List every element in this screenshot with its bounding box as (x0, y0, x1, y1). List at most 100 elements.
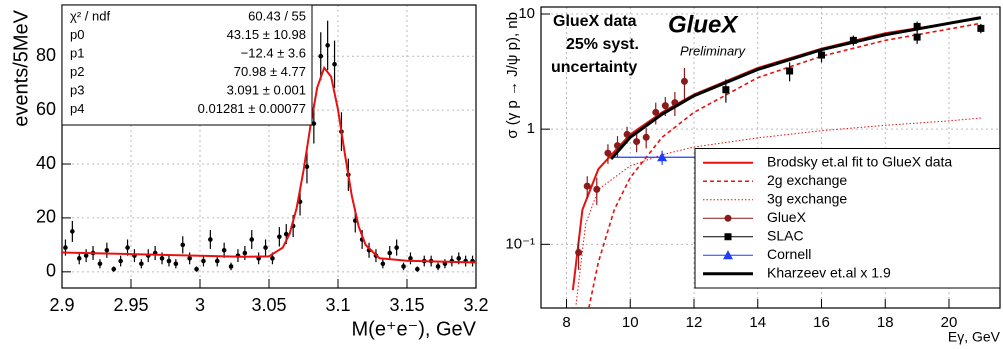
legend-swatch (724, 214, 732, 222)
marker (166, 258, 172, 264)
marker (575, 248, 583, 256)
marker (332, 61, 337, 67)
marker (614, 142, 621, 150)
annotation: uncertainty (551, 59, 637, 76)
stats-box (61, 4, 313, 126)
stats-name: p0 (70, 27, 84, 42)
marker (83, 253, 89, 258)
marker (270, 256, 275, 261)
x-tick-label: 20 (941, 314, 958, 331)
marker (318, 53, 324, 59)
curve (62, 65, 476, 264)
marker (415, 266, 420, 272)
plot-area (571, 16, 985, 308)
marker (228, 264, 234, 269)
legend-label: GlueX (767, 209, 807, 225)
y-axis-label: events/5MeV (10, 9, 32, 126)
stats-name: χ² / ndf (70, 8, 110, 23)
marker (63, 245, 68, 250)
marker (818, 51, 825, 59)
stats-name: p2 (70, 64, 84, 79)
marker (242, 250, 248, 256)
marker (583, 182, 591, 190)
marker (849, 36, 857, 44)
legend-label: 3g exchange (767, 190, 847, 206)
y-tick-label: 20 (36, 207, 56, 227)
x-tick-label: 2.95 (113, 295, 148, 315)
curve (588, 22, 982, 308)
marker (593, 185, 601, 193)
y-tick-label: 0 (46, 261, 56, 281)
legend-label: SLAC (767, 227, 804, 243)
marker (623, 130, 631, 138)
marker (194, 266, 199, 272)
marker (173, 261, 179, 267)
marker (435, 264, 441, 269)
stats-name: p1 (70, 45, 84, 60)
logo: GlueX (668, 11, 739, 38)
x-tick-label: 2.9 (49, 295, 74, 315)
legend-swatch (724, 233, 732, 241)
marker (201, 258, 206, 264)
marker (311, 121, 317, 126)
marker (661, 102, 669, 110)
marker (139, 261, 144, 267)
y-tick-label: 10⁻¹ (505, 235, 535, 252)
x-tick-label: 3.1 (325, 295, 350, 315)
marker (642, 133, 650, 141)
x-tick-label: 18 (877, 314, 894, 331)
x-tick-label: 10 (622, 314, 639, 331)
y-tick-label: 10 (518, 5, 535, 22)
marker (657, 152, 668, 162)
x-axis-label: M(e⁺e⁻), GeV (352, 318, 477, 340)
stats-value: 43.15 ± 10.98 (227, 27, 306, 42)
marker (325, 43, 330, 48)
marker (104, 247, 110, 253)
marker (913, 33, 921, 41)
annotation: GlueX data (553, 13, 637, 30)
marker (633, 138, 641, 146)
legend-label: Brodsky et.al fit to GlueX data (767, 153, 952, 169)
marker (180, 242, 186, 248)
x-tick-label: 3.15 (389, 295, 424, 315)
marker (380, 261, 386, 267)
marker (913, 22, 921, 30)
marker (214, 258, 220, 264)
y-tick-label: 1 (527, 120, 535, 137)
legend-label: 2g exchange (767, 172, 847, 188)
marker (76, 256, 82, 261)
marker (652, 108, 660, 116)
marker (387, 250, 393, 256)
marker (208, 237, 213, 242)
marker (304, 164, 310, 170)
marker (221, 247, 227, 253)
marker (977, 24, 985, 32)
marker (604, 149, 612, 157)
x-tick-label: 3.05 (251, 295, 286, 315)
annotation: 25% syst. (566, 36, 639, 53)
marker (722, 86, 730, 94)
y-tick-label: 60 (36, 99, 56, 119)
legend-label: Kharzeev et.al x 1.9 (767, 264, 891, 280)
stats-value: −12.4 ± 3.6 (241, 45, 306, 60)
x-tick-label: 3.2 (463, 295, 488, 315)
plot-area (62, 20, 476, 272)
curve (609, 16, 982, 161)
stats-value: 0.01281 ± 0.00077 (198, 101, 306, 116)
x-tick-label: 3 (195, 295, 205, 315)
x-tick-label: 16 (813, 314, 830, 331)
marker (263, 245, 268, 250)
marker (125, 245, 130, 250)
marker (394, 245, 399, 250)
marker (401, 264, 406, 269)
x-axis-label: Eγ, GeV (948, 329, 1001, 345)
y-tick-label: 80 (36, 45, 56, 65)
marker (118, 258, 123, 264)
stats-value: 70.98 ± 4.77 (234, 64, 306, 79)
y-axis-label: σ (γ p → J/ψ p), nb (504, 12, 521, 139)
x-tick-label: 12 (686, 314, 703, 331)
marker (408, 256, 413, 261)
marker (283, 231, 289, 237)
legend-swatch (723, 250, 733, 260)
